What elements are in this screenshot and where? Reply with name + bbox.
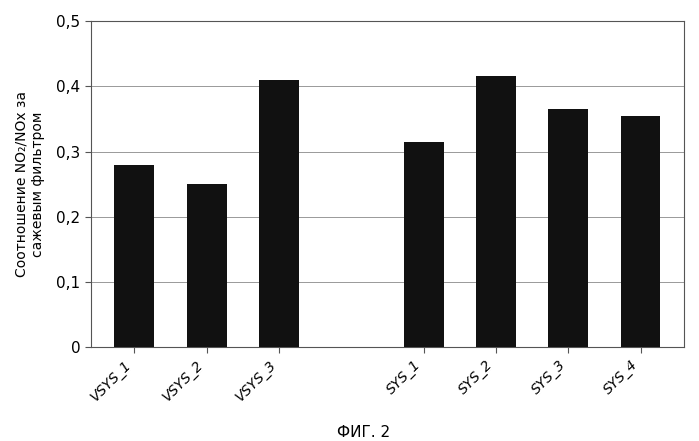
Bar <box>404 142 444 348</box>
Bar <box>549 109 588 348</box>
Bar <box>259 80 299 348</box>
Bar <box>115 164 154 348</box>
Y-axis label: Соотношение NO₂/NOх за
сажевым фильтром: Соотношение NO₂/NOх за сажевым фильтром <box>15 91 45 277</box>
Text: ФИГ. 2: ФИГ. 2 <box>337 425 390 440</box>
Bar <box>476 76 516 348</box>
Bar <box>621 116 661 348</box>
Bar <box>187 184 226 348</box>
